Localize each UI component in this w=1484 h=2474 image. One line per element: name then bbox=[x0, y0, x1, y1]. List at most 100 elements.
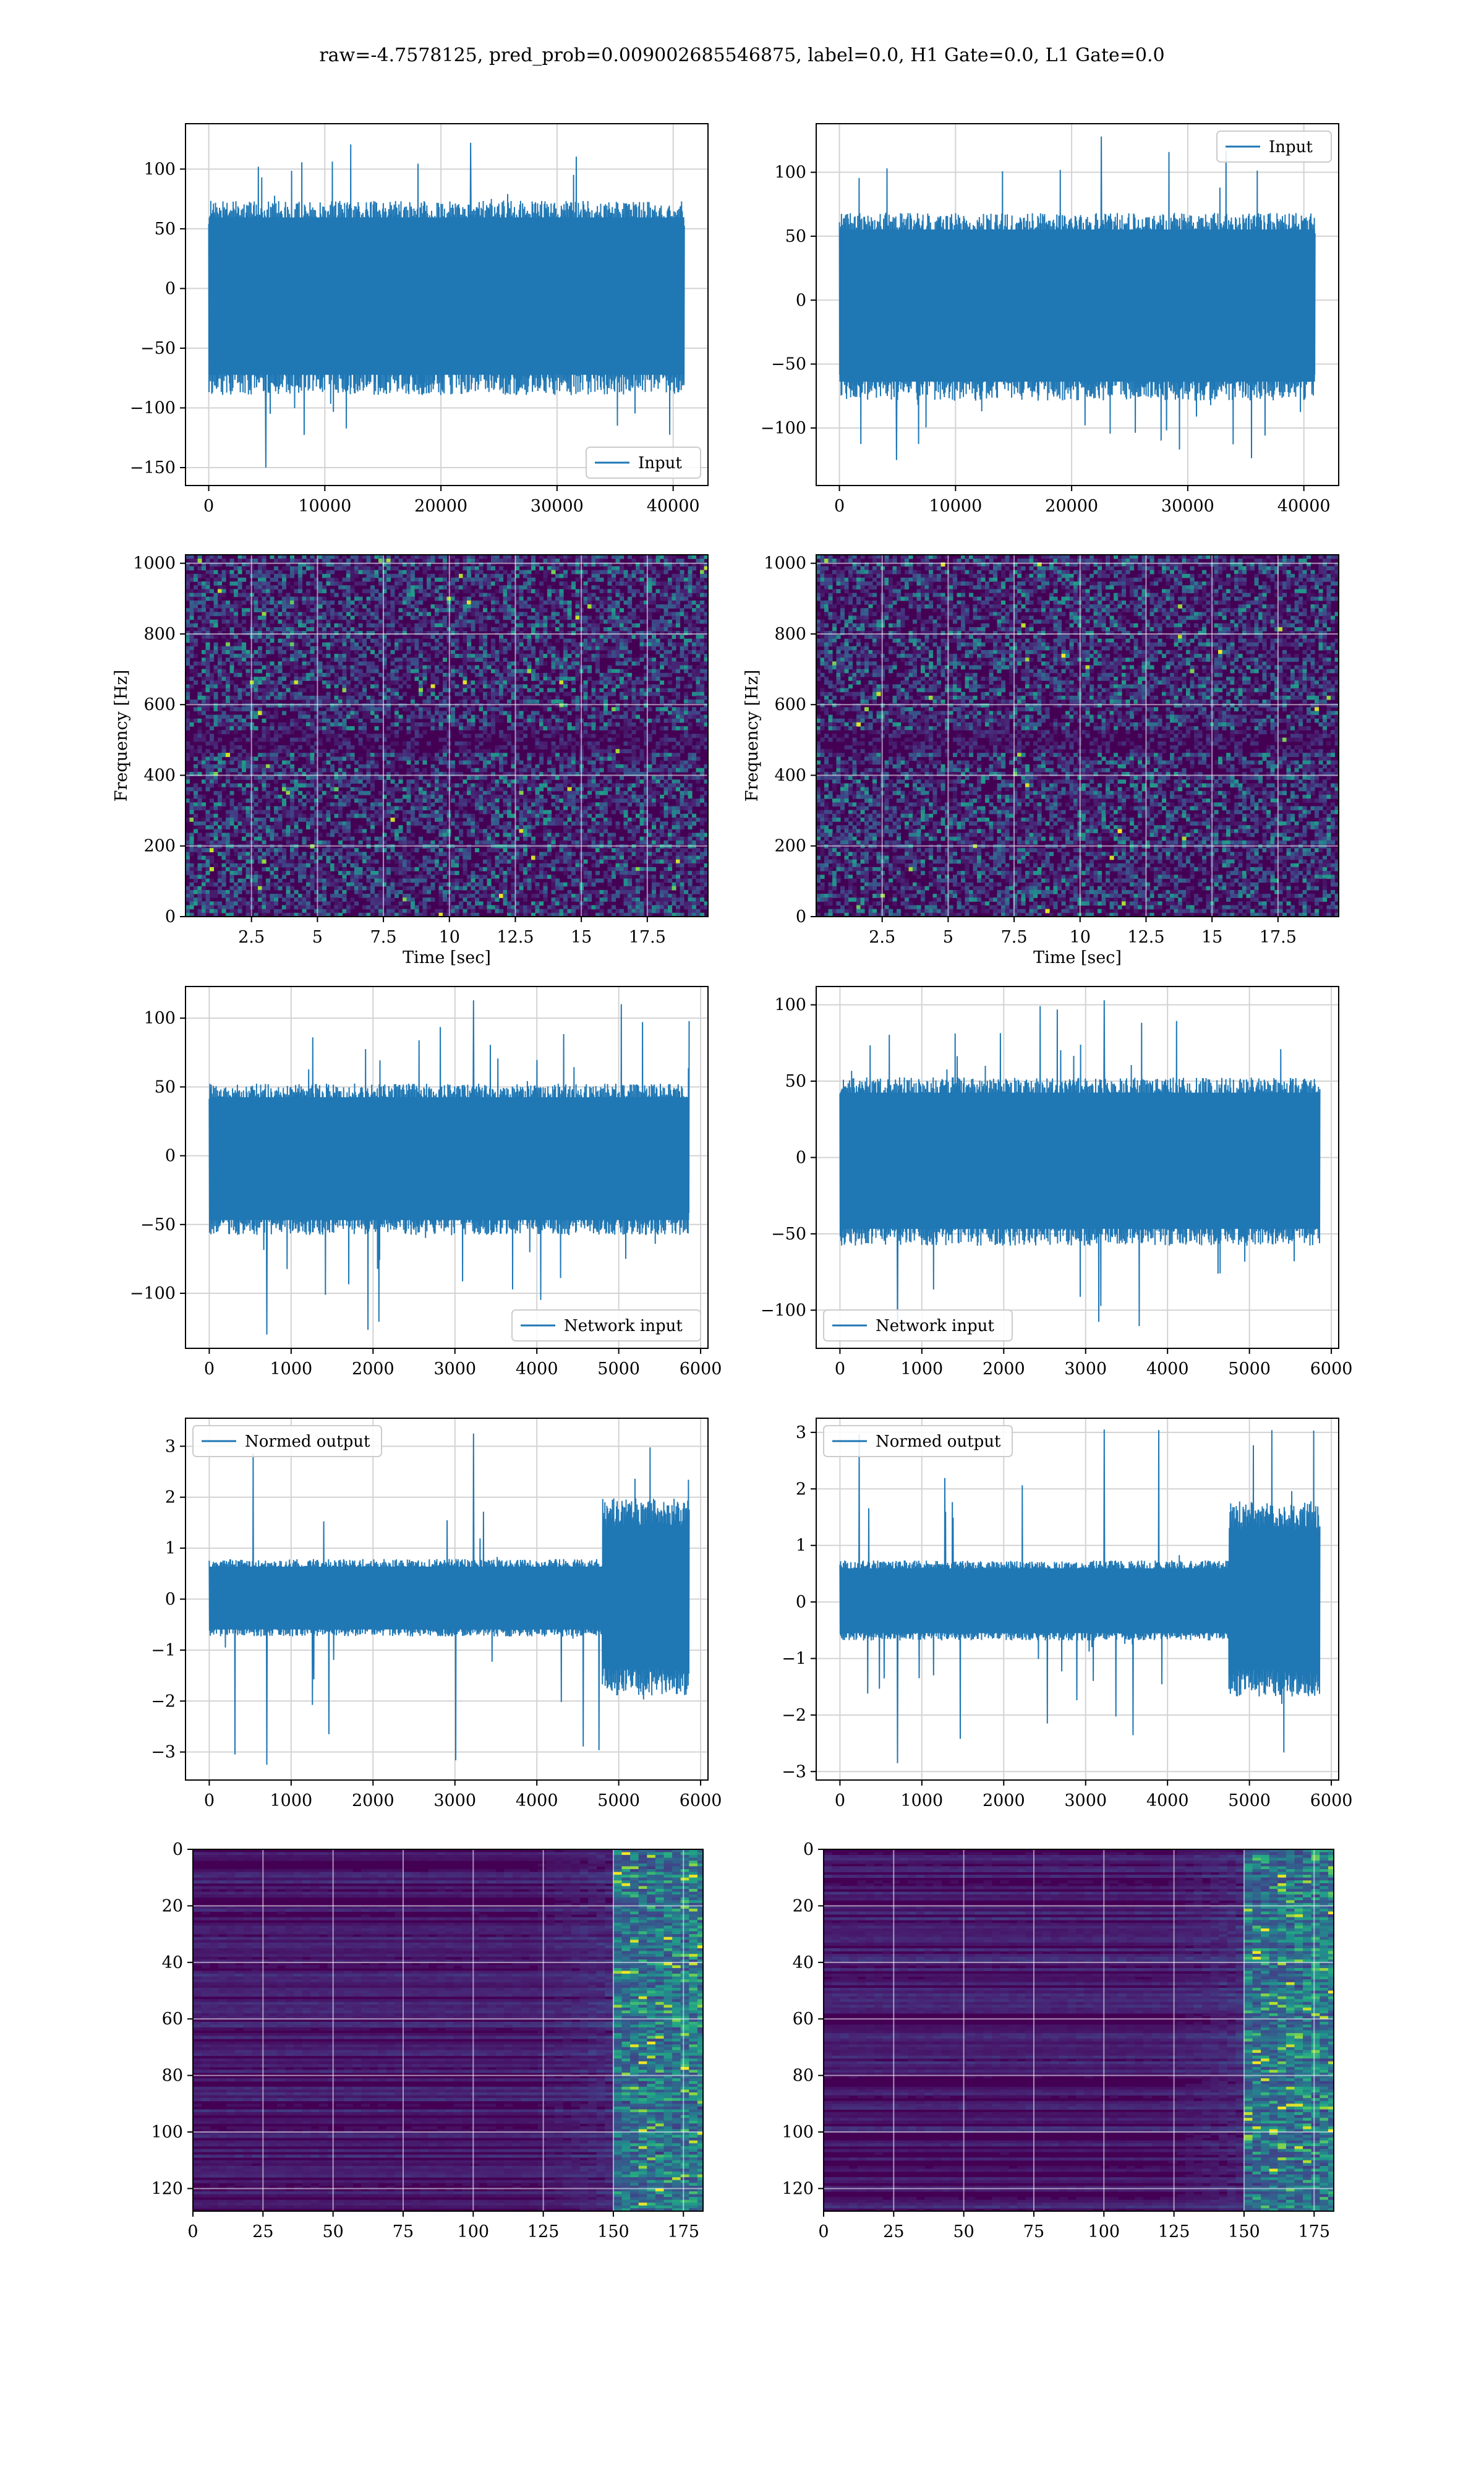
y-tick-label: −100 bbox=[130, 399, 176, 418]
y-tick-label: 2 bbox=[165, 1488, 176, 1507]
y-tick-label: −3 bbox=[782, 1762, 806, 1781]
x-tick-label: 0 bbox=[203, 497, 214, 516]
y-tick-label: 20 bbox=[793, 1896, 814, 1915]
x-tick-label: 17.5 bbox=[629, 928, 666, 947]
x-tick-label: 5000 bbox=[1228, 1359, 1271, 1379]
y-tick-label: 40 bbox=[162, 1953, 183, 1972]
x-tick-label: 2000 bbox=[352, 1791, 394, 1810]
y-tick-label: 0 bbox=[796, 1593, 806, 1612]
y-tick-label: 600 bbox=[143, 695, 176, 714]
x-tick-label: 0 bbox=[204, 1791, 215, 1810]
legend-label: Normed output bbox=[876, 1432, 1001, 1451]
x-tick-label: 17.5 bbox=[1260, 928, 1297, 947]
figure-title: raw=-4.7578125, pred_prob=0.009002685546… bbox=[0, 45, 1484, 66]
x-tick-label: 6000 bbox=[1310, 1791, 1353, 1810]
subplot-p9: 0 25 50 75 100 125 150 175 0 20 40 60 80 100 120 bbox=[151, 1840, 704, 2241]
x-tick-label: 6000 bbox=[680, 1791, 722, 1810]
y-tick-label: 100 bbox=[774, 163, 806, 182]
y-tick-label: −2 bbox=[782, 1706, 806, 1725]
x-tick-label: 20000 bbox=[414, 497, 467, 516]
y-tick-label: 60 bbox=[162, 2010, 183, 2029]
x-tick-label: 100 bbox=[458, 2222, 490, 2241]
subplot-p5: 0 1000 2000 3000 4000 5000 6000 −100 −50 0 50 100 Ne… bbox=[130, 986, 722, 1379]
y-tick-label: 200 bbox=[774, 837, 806, 856]
x-tick-label: 20000 bbox=[1045, 497, 1098, 516]
y-tick-label: 0 bbox=[173, 1840, 183, 1859]
y-tick-label: 1 bbox=[796, 1536, 806, 1556]
grid-lines bbox=[816, 555, 1339, 917]
x-tick-label: 0 bbox=[835, 1359, 845, 1379]
subplot-p6: 0 1000 2000 3000 4000 5000 6000 −100 −50 0 50 100 Ne… bbox=[761, 986, 1353, 1379]
x-tick-label: 3000 bbox=[433, 1359, 476, 1379]
plot-area-p5 bbox=[186, 987, 708, 1348]
x-tick-label: 100 bbox=[1088, 2222, 1120, 2241]
x-tick-label: 10 bbox=[439, 928, 460, 947]
x-tick-label: 175 bbox=[667, 2222, 699, 2241]
feature-map-cells bbox=[824, 1849, 1334, 2211]
axes-frame bbox=[816, 1418, 1339, 1781]
y-tick-label: 100 bbox=[774, 996, 806, 1015]
y-tick-label: 80 bbox=[793, 2066, 814, 2086]
axes-frame bbox=[816, 554, 1339, 917]
x-tick-label: 5000 bbox=[597, 1791, 640, 1810]
x-tick-label: 12.5 bbox=[1127, 928, 1164, 947]
y-tick-label: −50 bbox=[771, 355, 806, 374]
y-tick-label: −50 bbox=[140, 1215, 176, 1235]
y-tick-label: 50 bbox=[155, 220, 176, 239]
series-band bbox=[840, 1092, 1320, 1229]
grid-lines bbox=[186, 555, 708, 917]
y-tick-label: 800 bbox=[774, 625, 806, 644]
plot-area-p7 bbox=[186, 1418, 708, 1780]
ticks: 0 1000 2000 3000 4000 5000 6000 −3 −2 −1 0 1 2 3 bbox=[782, 1423, 1352, 1810]
plot-area-p9 bbox=[193, 1849, 703, 2211]
x-tick-label: 0 bbox=[818, 2222, 829, 2241]
x-tick-label: 12.5 bbox=[497, 928, 534, 947]
legend-label: Input bbox=[1269, 138, 1313, 156]
plot-area-p8 bbox=[816, 1418, 1339, 1780]
y-tick-label: 60 bbox=[793, 2010, 814, 2029]
axes-frame bbox=[192, 1849, 704, 2212]
y-tick-label: 100 bbox=[143, 1009, 176, 1028]
y-tick-label: −100 bbox=[761, 419, 806, 438]
y-tick-label: 0 bbox=[796, 1148, 806, 1167]
x-tick-label: 125 bbox=[527, 2222, 560, 2241]
y-tick-label: 600 bbox=[774, 695, 806, 714]
x-tick-label: 30000 bbox=[1161, 497, 1214, 516]
x-tick-label: 175 bbox=[1298, 2222, 1330, 2241]
legend: Input bbox=[586, 447, 701, 479]
series-band bbox=[208, 217, 684, 375]
x-tick-label: 150 bbox=[1228, 2222, 1260, 2241]
y-tick-label: 100 bbox=[143, 160, 176, 179]
x-tick-label: 5 bbox=[943, 928, 953, 947]
x-tick-label: 3000 bbox=[433, 1791, 476, 1810]
x-tick-label: 1000 bbox=[900, 1791, 943, 1810]
x-tick-label: 2000 bbox=[983, 1359, 1025, 1379]
y-tick-label: −50 bbox=[771, 1225, 806, 1244]
y-tick-label: 0 bbox=[165, 1590, 176, 1609]
x-tick-label: 4000 bbox=[1146, 1359, 1189, 1379]
x-tick-label: 25 bbox=[252, 2222, 273, 2241]
y-tick-label: 3 bbox=[165, 1437, 176, 1456]
ticks: 0 1000 2000 3000 4000 5000 6000 −3 −2 −1 0 1 2 3 bbox=[151, 1437, 722, 1810]
y-tick-label: 120 bbox=[151, 2179, 183, 2198]
plot-area-p3 bbox=[186, 555, 708, 917]
legend: Normed output bbox=[823, 1425, 1013, 1457]
axes-frame bbox=[816, 986, 1339, 1349]
ticks: 0 1000 2000 3000 4000 5000 6000 −100 −50 0 50 100 bbox=[130, 1009, 722, 1379]
x-tick-label: 75 bbox=[1023, 2222, 1044, 2241]
ticks: 0 1000 2000 3000 4000 5000 6000 −100 −50 0 50 100 bbox=[761, 996, 1353, 1379]
x-tick-label: 50 bbox=[953, 2222, 974, 2241]
y-axis-label: Frequency [Hz] bbox=[112, 670, 131, 802]
y-tick-label: 1 bbox=[165, 1539, 176, 1558]
x-tick-label: 15 bbox=[571, 928, 592, 947]
subplot-p10: 0 25 50 75 100 125 150 175 0 20 40 60 80 100 120 bbox=[782, 1840, 1334, 2241]
x-tick-label: 40000 bbox=[1277, 497, 1331, 516]
axes-frame bbox=[185, 554, 709, 917]
legend-label: Input bbox=[638, 454, 682, 473]
x-axis-label: Time [sec] bbox=[1033, 948, 1122, 967]
subplot-p8: 0 1000 2000 3000 4000 5000 6000 −3 −2 −1 0 1 2 3 Norme… bbox=[782, 1418, 1352, 1810]
x-tick-label: 150 bbox=[597, 2222, 629, 2241]
grid-lines bbox=[193, 1849, 703, 2211]
y-tick-label: −100 bbox=[130, 1284, 176, 1303]
x-tick-label: 4000 bbox=[516, 1359, 558, 1379]
